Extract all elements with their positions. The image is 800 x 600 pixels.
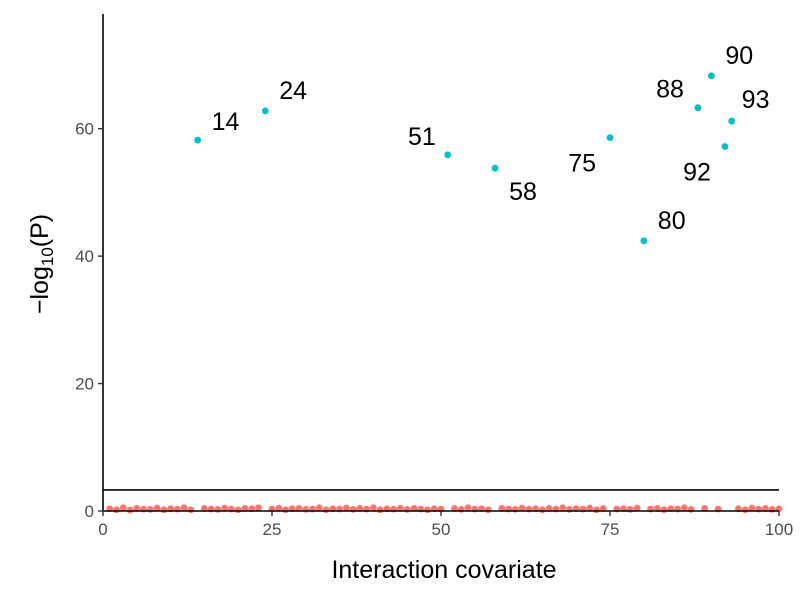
nonsignificant-point bbox=[593, 506, 600, 514]
nonsignificant-point bbox=[464, 504, 472, 512]
nonsignificant-point bbox=[741, 506, 749, 514]
nonsignificant-point bbox=[126, 506, 134, 514]
point-label: 93 bbox=[742, 86, 770, 114]
nonsignificant-point bbox=[748, 504, 756, 512]
nonsignificant-point bbox=[201, 505, 208, 512]
nonsignificant-point bbox=[424, 506, 431, 514]
x-tick-label: 50 bbox=[432, 520, 451, 539]
x-axis-title: Interaction covariate bbox=[331, 556, 556, 584]
point-label: 58 bbox=[509, 178, 537, 206]
nonsignificant-point bbox=[187, 506, 195, 514]
nonsignificant-point bbox=[410, 505, 418, 512]
nonsignificant-point bbox=[356, 505, 364, 512]
nonsignificant-point bbox=[221, 504, 229, 512]
nonsignificant-point bbox=[133, 505, 141, 512]
nonsignificant-point bbox=[119, 504, 127, 512]
significant-point bbox=[728, 117, 736, 125]
nonsignificant-point bbox=[282, 506, 289, 514]
y-axis-title-prefix: −log bbox=[26, 266, 54, 314]
nonsignificant-point bbox=[653, 505, 661, 512]
y-tick-label: 60 bbox=[75, 120, 94, 139]
point-label: 51 bbox=[408, 123, 436, 151]
x-tick-label: 0 bbox=[98, 520, 107, 539]
nonsignificant-point bbox=[241, 505, 249, 512]
nonsignificant-point bbox=[545, 505, 553, 512]
nonsignificant-point bbox=[484, 506, 492, 514]
significant-point bbox=[194, 136, 202, 144]
significant-point bbox=[606, 134, 614, 142]
x-tick-label: 25 bbox=[263, 520, 282, 539]
point-label: 80 bbox=[658, 207, 686, 235]
significant-point bbox=[491, 164, 499, 172]
x-axis-ticks: 0 25 50 75 100 bbox=[98, 511, 793, 539]
nonsignificant-point bbox=[113, 506, 120, 514]
nonsignificant-point bbox=[599, 505, 607, 512]
y-tick-label: 0 bbox=[85, 502, 94, 521]
point-labels-layer: 14 24 51 58 75 80 88 90 92 93 bbox=[212, 42, 770, 235]
nonsignificant-point bbox=[701, 505, 709, 512]
nonsignificant-point bbox=[180, 504, 188, 512]
y-axis-title: −log10(P) bbox=[26, 214, 57, 314]
nonsignificant-point bbox=[376, 506, 384, 514]
nonsignificant-point bbox=[559, 504, 567, 512]
y-axis-ticks: 0 20 40 60 bbox=[75, 120, 103, 521]
nonsignificant-point bbox=[342, 504, 350, 512]
nonsignificant-point bbox=[234, 506, 242, 514]
point-label: 14 bbox=[212, 108, 240, 136]
significant-point bbox=[261, 107, 269, 115]
nonsignificant-point bbox=[370, 504, 377, 512]
nonsignificant-point bbox=[633, 504, 641, 512]
x-tick-label: 100 bbox=[765, 520, 793, 539]
nonsignificant-point bbox=[762, 505, 769, 512]
nonsignificant-point bbox=[153, 504, 161, 512]
nonsignificant-point bbox=[322, 506, 330, 514]
point-label: 88 bbox=[656, 76, 684, 104]
points-layer bbox=[106, 72, 783, 514]
nonsignificant-point bbox=[451, 505, 458, 512]
nonsignificant-point bbox=[295, 505, 303, 512]
significant-point bbox=[721, 143, 729, 150]
significant-point bbox=[694, 104, 702, 112]
significant-point bbox=[708, 72, 715, 80]
nonsignificant-point bbox=[255, 504, 262, 512]
significant-point bbox=[640, 237, 648, 245]
nonsignificant-point bbox=[315, 504, 323, 512]
nonsignificant-point bbox=[680, 504, 688, 512]
nonsignificant-point bbox=[160, 506, 168, 514]
point-label: 24 bbox=[279, 77, 307, 105]
nonsignificant-point bbox=[586, 504, 594, 512]
point-label: 90 bbox=[725, 42, 753, 70]
nonsignificant-point bbox=[660, 506, 668, 514]
y-tick-label: 20 bbox=[75, 375, 94, 394]
point-label: 92 bbox=[683, 159, 711, 187]
nonsignificant-point bbox=[518, 504, 526, 512]
nonsignificant-point bbox=[539, 506, 546, 514]
nonsignificant-point bbox=[397, 504, 404, 512]
y-axis-title-subscript: 10 bbox=[38, 247, 57, 266]
x-tick-label: 75 bbox=[601, 520, 620, 539]
y-tick-label: 40 bbox=[75, 247, 94, 266]
significant-point bbox=[444, 151, 452, 159]
point-label: 75 bbox=[568, 150, 596, 178]
nonsignificant-point bbox=[275, 504, 283, 512]
y-axis-title-suffix: (P) bbox=[26, 214, 54, 247]
nonsignificant-point bbox=[498, 505, 506, 512]
